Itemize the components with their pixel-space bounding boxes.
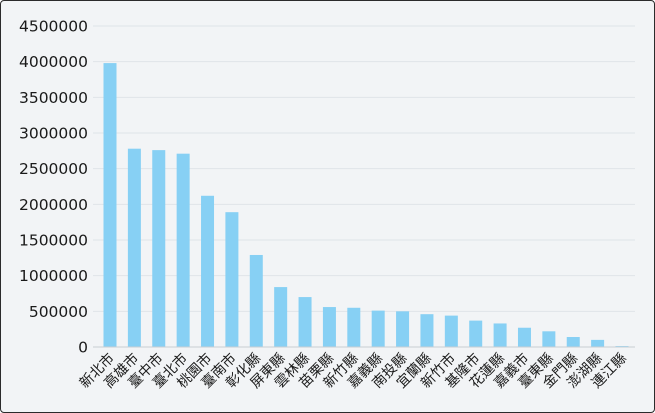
y-tick-label: 2500000 xyxy=(19,160,88,178)
bar xyxy=(566,337,580,347)
bar xyxy=(322,307,336,347)
bar xyxy=(249,254,263,347)
bar xyxy=(127,148,141,347)
bar xyxy=(371,310,385,347)
bar xyxy=(517,327,531,347)
bar xyxy=(201,195,215,347)
y-tick-label: 500000 xyxy=(29,303,88,321)
bar xyxy=(591,339,605,347)
y-tick-label: 1000000 xyxy=(19,267,88,285)
bar xyxy=(298,297,312,347)
bar xyxy=(274,287,288,347)
y-tick-label: 1500000 xyxy=(19,232,88,250)
bar xyxy=(444,315,458,347)
bar xyxy=(225,212,239,347)
bars xyxy=(103,63,629,348)
bar xyxy=(347,307,361,347)
bar xyxy=(493,323,507,347)
y-tick-label: 3500000 xyxy=(19,89,88,107)
y-tick-label: 4500000 xyxy=(19,18,88,36)
bar xyxy=(103,63,117,348)
x-axis-ticks: 新北市高雄市臺中市臺北市桃園市臺南市彰化縣屏東縣雲林縣苗栗縣新竹縣嘉義縣南投縣宜… xyxy=(76,350,630,392)
bar xyxy=(396,311,410,347)
bar xyxy=(152,150,166,347)
y-tick-label: 0 xyxy=(78,339,88,357)
bar xyxy=(420,314,434,347)
y-tick-label: 3000000 xyxy=(19,125,88,143)
bar xyxy=(469,320,483,347)
bar xyxy=(542,331,556,347)
y-axis-ticks: 0 500000 1000000 1500000 2000000 2500000 30000… xyxy=(19,18,88,357)
gridlines xyxy=(93,25,635,312)
y-tick-label: 4000000 xyxy=(19,53,88,71)
y-tick-label: 2000000 xyxy=(19,196,88,214)
bar xyxy=(176,153,190,347)
